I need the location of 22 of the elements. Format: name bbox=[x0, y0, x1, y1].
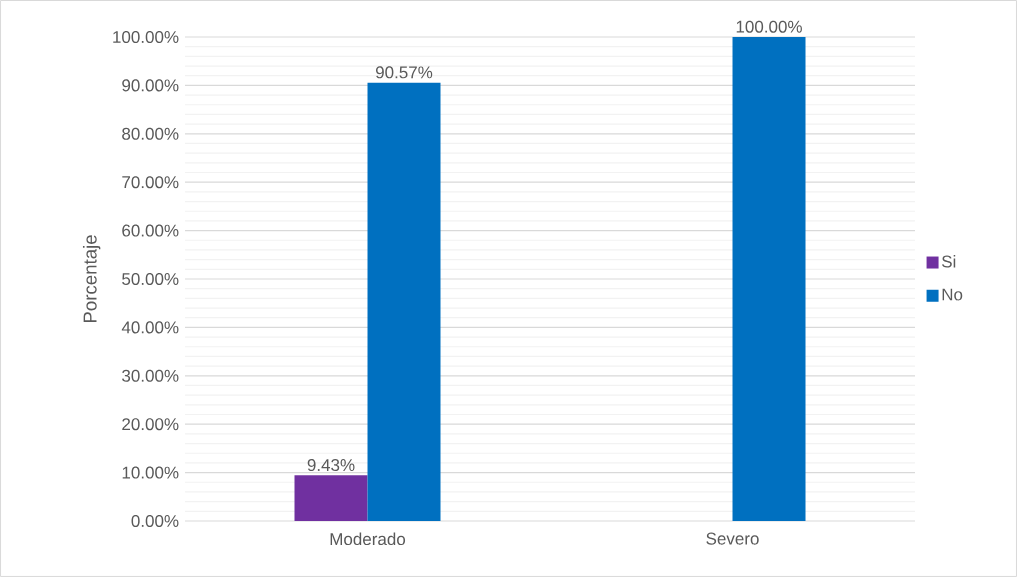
data-label: 90.57% bbox=[375, 66, 433, 79]
y-tick-label: 60.00% bbox=[122, 224, 179, 237]
legend-label: No bbox=[942, 288, 963, 301]
data-label: 9.43% bbox=[307, 459, 355, 472]
bar bbox=[732, 36, 806, 521]
y-tick-label: 20.00% bbox=[122, 418, 179, 431]
bar bbox=[294, 475, 368, 521]
y-tick-label: 50.00% bbox=[122, 272, 179, 286]
x-tick-label: Moderado bbox=[330, 532, 406, 546]
y-tick-label: 70.00% bbox=[122, 176, 179, 189]
y-tick-label: 0.00% bbox=[131, 514, 179, 528]
x-tick-label: Severo bbox=[706, 532, 759, 545]
y-tick-label: 80.00% bbox=[122, 127, 179, 140]
y-tick-label: 90.00% bbox=[122, 79, 179, 92]
y-axis-title: Porcentaje bbox=[82, 235, 101, 323]
bar bbox=[367, 82, 441, 521]
y-tick-label: 100.00% bbox=[113, 30, 179, 44]
y-tick-label: 10.00% bbox=[122, 466, 179, 479]
y-tick-label: 30.00% bbox=[122, 369, 179, 382]
y-tick-label: 40.00% bbox=[121, 321, 179, 334]
legend-label: Si bbox=[942, 255, 956, 268]
data-label: 100.00% bbox=[736, 20, 802, 33]
